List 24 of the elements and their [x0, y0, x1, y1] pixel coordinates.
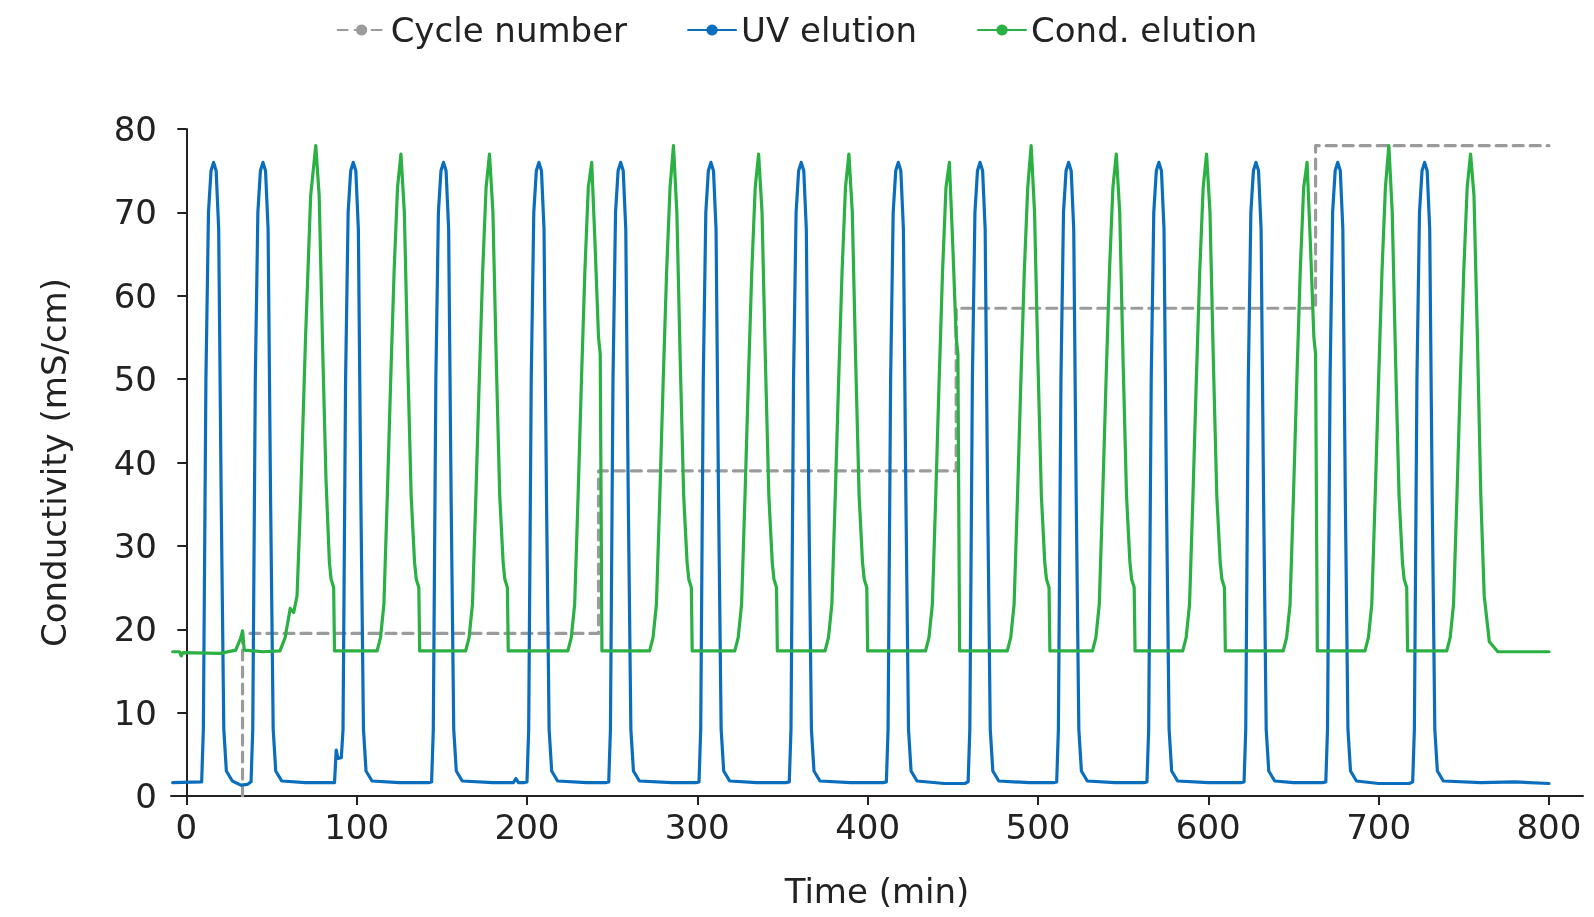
x-tick-label: 700 [1346, 807, 1412, 847]
y-tick-label: 80 [113, 109, 157, 149]
x-tick-label: 400 [835, 807, 901, 847]
y-tick-label: 70 [113, 192, 157, 233]
x-tick-label: 100 [324, 807, 390, 847]
line-series [171, 144, 1551, 658]
y-tick-label: 60 [113, 275, 157, 316]
x-tick-label: 600 [1175, 807, 1241, 847]
y-tick-label: 30 [113, 525, 157, 566]
legend-label: UV elution [741, 10, 918, 50]
legend-label: Cycle number [390, 10, 628, 50]
x-tick-label: 200 [494, 807, 560, 847]
y-tick-label: 40 [113, 442, 157, 483]
legend-label: Cond. elution [1031, 10, 1258, 50]
y-tick-label: 10 [113, 692, 157, 733]
x-axis-title: Time (min) [783, 871, 970, 911]
y-tick-label: 0 [135, 776, 157, 816]
x-tick-label: 800 [1516, 807, 1582, 847]
x-tick-label: 300 [664, 807, 730, 847]
x-tick-label: 500 [1005, 807, 1071, 847]
y-tick-label: 50 [113, 359, 157, 400]
y-axis-title: Conductivity (mS/cm) [34, 277, 74, 648]
x-tick-label: 0 [175, 807, 198, 847]
y-tick-label: 20 [113, 609, 157, 650]
